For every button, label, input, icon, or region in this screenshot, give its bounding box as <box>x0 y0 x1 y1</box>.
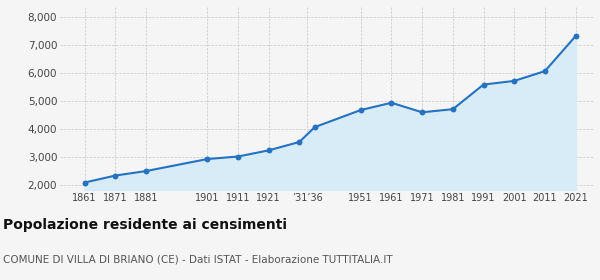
Point <box>110 173 120 178</box>
Point <box>479 82 488 87</box>
Point <box>264 148 274 153</box>
Point <box>540 69 550 73</box>
Point <box>80 180 89 185</box>
Point <box>448 107 458 111</box>
Point <box>233 154 243 159</box>
Point <box>386 101 396 105</box>
Point <box>356 108 365 112</box>
Point <box>509 79 519 83</box>
Point <box>203 157 212 161</box>
Point <box>295 140 304 144</box>
Point <box>418 110 427 115</box>
Point <box>141 169 151 173</box>
Point <box>571 34 580 38</box>
Text: Popolazione residente ai censimenti: Popolazione residente ai censimenti <box>3 218 287 232</box>
Point <box>310 125 320 129</box>
Text: COMUNE DI VILLA DI BRIANO (CE) - Dati ISTAT - Elaborazione TUTTITALIA.IT: COMUNE DI VILLA DI BRIANO (CE) - Dati IS… <box>3 255 392 265</box>
